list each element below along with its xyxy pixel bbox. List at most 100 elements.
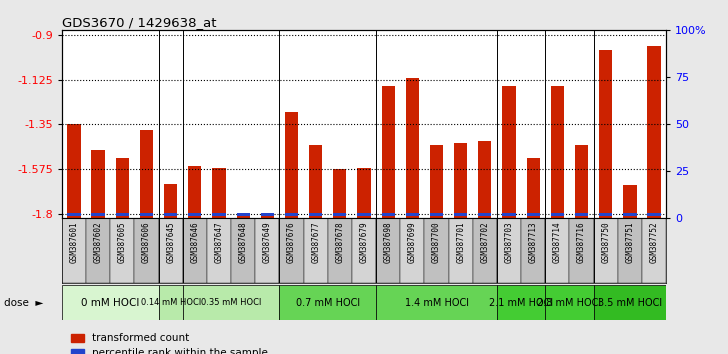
Legend: transformed count, percentile rank within the sample: transformed count, percentile rank withi… xyxy=(67,329,272,354)
Bar xyxy=(545,218,569,283)
Bar xyxy=(357,212,371,216)
Bar xyxy=(140,212,153,216)
Text: GSM387678: GSM387678 xyxy=(336,221,344,263)
Text: 0.7 mM HOCl: 0.7 mM HOCl xyxy=(296,298,360,308)
Bar xyxy=(599,50,612,218)
Bar xyxy=(135,218,159,283)
Text: GSM387679: GSM387679 xyxy=(360,221,368,263)
Bar xyxy=(497,285,545,320)
Bar xyxy=(550,86,564,218)
Bar xyxy=(599,212,612,216)
Bar xyxy=(376,285,497,320)
Bar xyxy=(575,145,588,218)
Bar xyxy=(67,124,81,218)
Bar xyxy=(164,212,178,216)
Text: GSM387751: GSM387751 xyxy=(625,221,634,263)
Bar xyxy=(285,212,298,216)
Bar xyxy=(623,212,636,216)
Text: GSM387701: GSM387701 xyxy=(456,221,465,263)
Text: 1.4 mM HOCl: 1.4 mM HOCl xyxy=(405,298,469,308)
Bar xyxy=(478,141,491,218)
Bar xyxy=(623,185,636,218)
Bar xyxy=(92,150,105,218)
Text: GSM387645: GSM387645 xyxy=(166,221,175,263)
Text: GSM387605: GSM387605 xyxy=(118,221,127,263)
Text: 3.5 mM HOCl: 3.5 mM HOCl xyxy=(598,298,662,308)
Bar xyxy=(376,218,400,283)
Bar xyxy=(213,212,226,216)
Bar xyxy=(261,212,274,216)
Bar xyxy=(545,285,593,320)
Bar xyxy=(526,158,540,218)
Bar xyxy=(159,218,183,283)
Bar xyxy=(237,214,250,218)
Bar xyxy=(159,285,183,320)
Bar xyxy=(140,130,153,218)
Bar xyxy=(647,212,661,216)
Text: 2.8 mM HOCl: 2.8 mM HOCl xyxy=(537,298,601,308)
Bar xyxy=(261,213,274,218)
Bar xyxy=(237,212,250,216)
Text: GSM387602: GSM387602 xyxy=(94,221,103,263)
Bar xyxy=(62,285,159,320)
Text: GSM387649: GSM387649 xyxy=(263,221,272,263)
Text: dose  ►: dose ► xyxy=(4,298,43,308)
Bar xyxy=(430,212,443,216)
Bar xyxy=(497,218,521,283)
Bar xyxy=(92,212,105,216)
Text: GSM387676: GSM387676 xyxy=(287,221,296,263)
Text: 0.14 mM HOCl: 0.14 mM HOCl xyxy=(141,298,201,307)
Bar xyxy=(280,218,304,283)
Text: GSM387648: GSM387648 xyxy=(239,221,248,263)
Bar xyxy=(116,212,129,216)
Text: GSM387698: GSM387698 xyxy=(384,221,392,263)
Text: GSM387713: GSM387713 xyxy=(529,221,538,263)
Bar xyxy=(569,218,593,283)
Text: 2.1 mM HOCl: 2.1 mM HOCl xyxy=(489,298,553,308)
Bar xyxy=(618,218,642,283)
Bar xyxy=(575,212,588,216)
Bar xyxy=(116,158,129,218)
Text: GDS3670 / 1429638_at: GDS3670 / 1429638_at xyxy=(62,16,216,29)
Bar xyxy=(231,218,256,283)
Text: GSM387700: GSM387700 xyxy=(432,221,441,263)
Text: GSM387606: GSM387606 xyxy=(142,221,151,263)
Bar xyxy=(405,212,419,216)
Bar xyxy=(207,218,231,283)
Text: GSM387752: GSM387752 xyxy=(649,221,659,263)
Text: GSM387716: GSM387716 xyxy=(577,221,586,263)
Bar xyxy=(328,218,352,283)
Bar xyxy=(62,218,86,283)
Bar xyxy=(647,46,661,218)
Bar xyxy=(405,78,419,218)
Bar xyxy=(642,218,666,283)
Bar xyxy=(188,166,202,218)
Bar xyxy=(593,218,618,283)
Bar xyxy=(333,212,347,216)
Bar xyxy=(183,285,280,320)
Bar xyxy=(67,212,81,216)
Bar xyxy=(309,212,323,216)
Bar xyxy=(352,218,376,283)
Bar xyxy=(86,218,110,283)
Bar xyxy=(285,113,298,218)
Bar xyxy=(424,218,448,283)
Text: GSM387699: GSM387699 xyxy=(408,221,417,263)
Bar xyxy=(448,218,472,283)
Text: GSM387677: GSM387677 xyxy=(311,221,320,263)
Bar xyxy=(454,212,467,216)
Bar xyxy=(164,184,178,218)
Bar xyxy=(381,86,395,218)
Bar xyxy=(357,168,371,218)
Bar xyxy=(110,218,135,283)
Bar xyxy=(256,218,280,283)
Bar xyxy=(478,212,491,216)
Bar xyxy=(526,212,540,216)
Bar xyxy=(521,218,545,283)
Text: GSM387703: GSM387703 xyxy=(505,221,513,263)
Bar xyxy=(472,218,497,283)
Bar xyxy=(333,169,347,218)
Bar xyxy=(309,145,323,218)
Bar xyxy=(502,86,515,218)
Bar xyxy=(502,212,515,216)
